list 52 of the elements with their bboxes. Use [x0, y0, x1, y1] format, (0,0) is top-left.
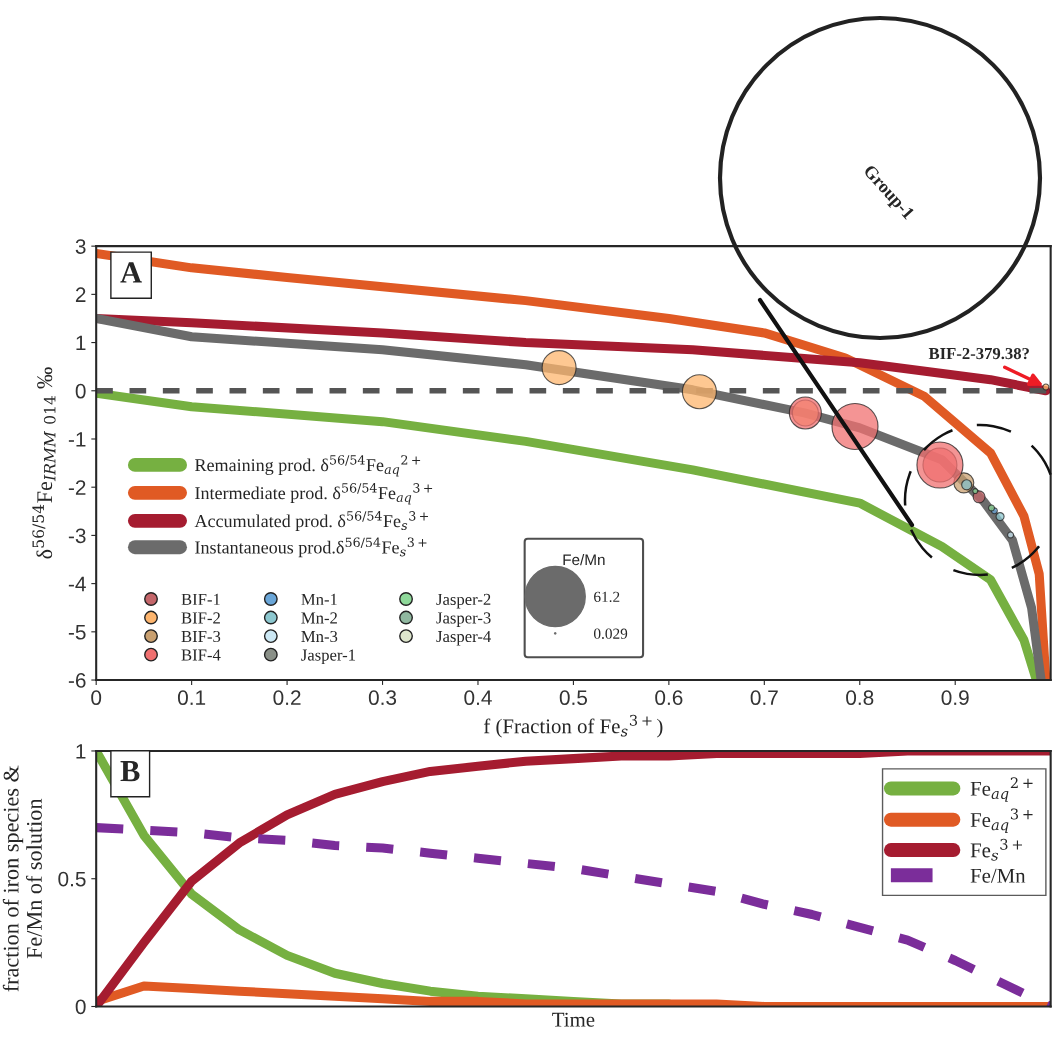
x-tick-label: 0.2 — [273, 690, 301, 706]
legend-label: Jasper-3 — [436, 612, 491, 627]
legend-label: Fe$_{aq}$$^{3+}$ — [970, 808, 1033, 834]
legend-label: Jasper-1 — [301, 649, 356, 665]
x-tick-label: 0.8 — [846, 690, 874, 706]
y-tick-label: 1 — [76, 744, 86, 759]
x-tick-label: 0.7 — [750, 690, 778, 706]
legend-label: BIF-2 — [181, 612, 220, 624]
y-tick-label: -4 — [68, 576, 86, 592]
x-tick-label: 0.3 — [368, 690, 397, 706]
y-tick-label: 1 — [76, 335, 86, 351]
annotation: BIF-2-379.38? — [928, 347, 1029, 360]
x-tick-label: 0.6 — [655, 690, 683, 706]
legend-label: 0.029 — [594, 628, 628, 639]
legend-label: BIF-1 — [181, 593, 220, 605]
y-tick-label: 3 — [75, 239, 86, 254]
x-tick-label: 0.4 — [464, 690, 492, 706]
y-tick-label: -3 — [68, 528, 86, 544]
x-tick-label: 0.5 — [559, 690, 588, 706]
y-tick-label: -5 — [68, 625, 86, 640]
legend-label: Fe$_{s}$$^{3+}$ — [970, 838, 1023, 861]
legend-label: BIF-3 — [181, 630, 221, 643]
legend-label: Accumulated prod. δ$^{56/54}$Fe$_{s}$$^{3+}$ — [194, 511, 428, 531]
legend-label: Intermediate prod. δ$^{56/54}$Fe$_{aq}$$^{3+}$ — [195, 483, 433, 505]
legend-label: 61.2 — [594, 591, 620, 603]
annotation: A — [120, 262, 142, 283]
x-tick-label: 0 — [91, 690, 102, 706]
legend-title: Fe/Mn — [563, 553, 605, 566]
x-axis-title: Time — [552, 1012, 595, 1027]
y-tick-label: 0 — [75, 999, 86, 1015]
y-tick-label: -6 — [68, 673, 86, 688]
y-tick-label: 2 — [75, 287, 86, 302]
annotation: B — [120, 761, 140, 782]
legend-label: Remaining prod. δ$^{56/54}$Fe$_{aq}$$^{2+}$ — [195, 455, 421, 477]
legend-label: Instantaneous prod.δ$^{56/54}$Fe$_{s}$$^{3+}$ — [195, 537, 427, 558]
y-axis-title: δ$^{56/54}$Fe$_{IRMM 014}$ ‰ — [32, 367, 56, 559]
x-tick-label: 0.1 — [177, 690, 206, 706]
y-tick-label: -2 — [68, 480, 86, 495]
legend-label: Fe$_{aq}$$^{2+}$ — [970, 777, 1033, 802]
x-tick-label: 0.9 — [941, 690, 969, 706]
y-tick-label: 0 — [75, 383, 86, 399]
y-axis-title: fraction of iron species & Fe/Mn of solution — [2, 765, 42, 992]
legend-label: Mn-1 — [301, 593, 337, 605]
legend-label: Mn-2 — [301, 612, 337, 624]
y-tick-label: -1 — [68, 432, 86, 447]
legend-label: BIF-4 — [181, 649, 221, 661]
legend-label: Mn-3 — [301, 630, 338, 643]
legend-label: Jasper-4 — [436, 630, 491, 646]
legend-label: Fe/Mn — [970, 868, 1026, 883]
y-tick-label: 0.5 — [58, 871, 86, 887]
x-axis-title: f (Fraction of Fe$_{s}$$^{3+}$) — [483, 714, 663, 738]
legend-label: Jasper-2 — [436, 593, 491, 609]
